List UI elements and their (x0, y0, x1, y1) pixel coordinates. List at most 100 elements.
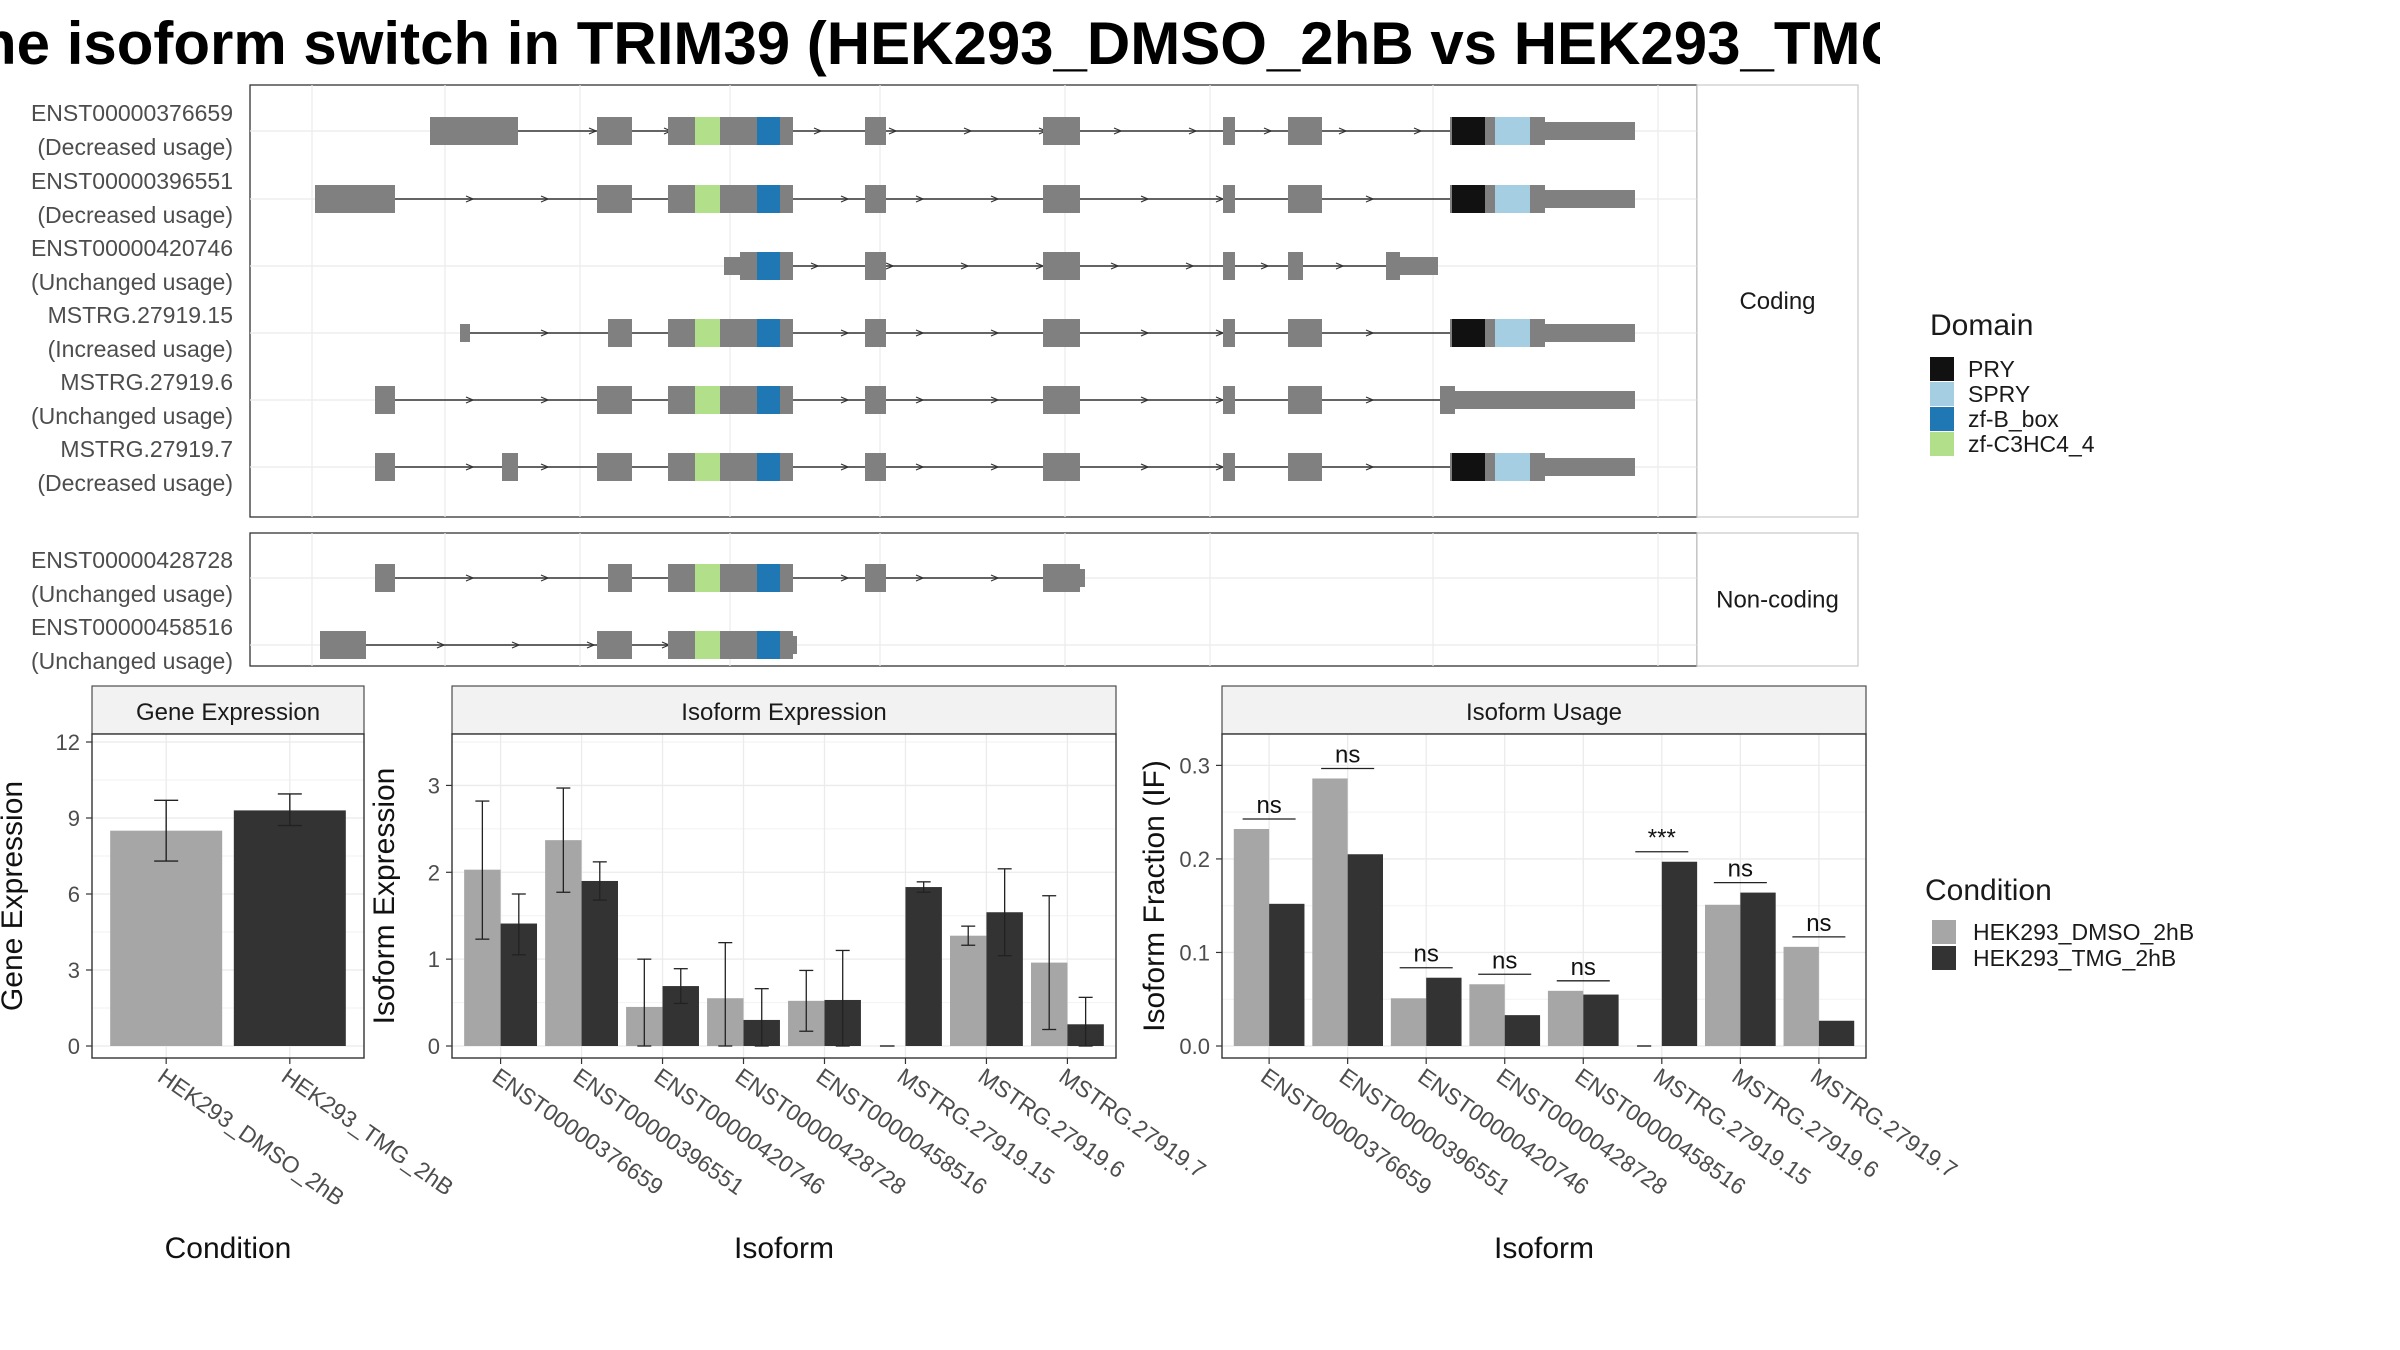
y-tick-label: 1 (428, 947, 440, 972)
exon (865, 252, 886, 280)
exon (1530, 319, 1545, 347)
exon (1530, 185, 1545, 213)
exon (1530, 117, 1545, 145)
exon (1223, 117, 1235, 145)
strand-arrow (963, 127, 973, 135)
transcript-usage-label: (Decreased usage) (37, 470, 233, 496)
domain-zf-c3hc4-4 (695, 631, 720, 659)
exon (720, 117, 757, 145)
exon (375, 453, 395, 481)
exon (1485, 185, 1495, 213)
facet-strip (1696, 532, 1859, 667)
strand-arrow (840, 329, 850, 337)
legend-key-zf-c3hc4-4 (1930, 432, 1954, 456)
y-tick-label: 0 (68, 1034, 80, 1059)
exon (865, 185, 886, 213)
exon (720, 386, 757, 414)
exon (1223, 386, 1235, 414)
strand-arrow (540, 396, 550, 404)
strand-arrow (540, 463, 550, 471)
exon (865, 386, 886, 414)
bar (1426, 977, 1462, 1046)
legend-key-spry (1930, 382, 1954, 406)
strand-arrow (465, 396, 475, 404)
exon (1080, 569, 1085, 587)
exon (1545, 324, 1635, 342)
significance-label: ns (1256, 792, 1281, 819)
strand-arrow (813, 127, 823, 135)
exon (597, 386, 632, 414)
exon (375, 386, 395, 414)
structure-panel-coding: Coding ENST00000376659 (Decreased usage) EN… (31, 84, 1859, 518)
domain-spry (1495, 117, 1530, 145)
strand-arrow (1263, 127, 1273, 135)
exon (1400, 257, 1438, 275)
y-tick-label: 0.3 (1179, 753, 1210, 778)
y-axis-title: Gene Expression (0, 781, 29, 1011)
strand-arrow (465, 195, 475, 203)
legend-label: zf-C3HC4_4 (1968, 431, 2095, 457)
transcript-id-label: MSTRG.27919.7 (60, 436, 233, 462)
bar (1269, 903, 1305, 1046)
significance-label: ns (1335, 741, 1360, 768)
exon (1530, 453, 1545, 481)
strand-arrow (915, 463, 925, 471)
exon (1545, 458, 1635, 476)
strand-arrow (1188, 127, 1198, 135)
panel-background (249, 84, 1698, 518)
transcript-usage-label: (Unchanged usage) (31, 269, 233, 295)
isoform-expression-chart: Isoform Expression0123ENST00000376659ENS… (368, 685, 1211, 1265)
exon (502, 453, 518, 481)
strand-arrow (465, 574, 475, 582)
exon (608, 319, 632, 347)
legend-label: HEK293_TMG_2hB (1973, 945, 2176, 971)
structure-panel-non-coding: Non-coding ENST00000428728 (Unchanged usag… (31, 532, 1859, 674)
x-axis-title: Isoform (1494, 1232, 1594, 1265)
strand-arrow (1113, 127, 1123, 135)
bar (233, 810, 346, 1046)
y-axis-title: Isoform Expression (368, 768, 401, 1025)
chart-title: Isoform Usage (1466, 699, 1622, 726)
strand-arrow (840, 195, 850, 203)
significance-label: *** (1648, 825, 1676, 852)
y-axis-title: Isoform Fraction (IF) (1138, 760, 1171, 1032)
bar (581, 880, 618, 1046)
exon (1386, 252, 1400, 280)
legend-label: PRY (1968, 356, 2015, 382)
x-axis-title: Condition (165, 1232, 292, 1265)
strand-arrow (1140, 329, 1150, 337)
domain-zf-b-box (757, 117, 780, 145)
panel-border (451, 733, 1117, 1059)
exon (375, 564, 395, 592)
strand-arrow (1110, 262, 1120, 270)
exon (724, 257, 740, 275)
facet-strip (1696, 84, 1859, 518)
domain-zf-b-box (757, 631, 780, 659)
legend-key-dmso (1932, 920, 1956, 944)
exon (1223, 453, 1235, 481)
strand-arrow (1365, 329, 1375, 337)
exon (668, 117, 695, 145)
strand-arrow (1140, 195, 1150, 203)
exon (608, 564, 632, 592)
legend-label: zf-B_box (1968, 406, 2059, 432)
significance-label: ns (1492, 947, 1517, 974)
domain-pry (1452, 117, 1485, 145)
exon (1440, 386, 1455, 414)
exon (1545, 122, 1635, 140)
strand-arrow (540, 195, 550, 203)
facet-strip-label: Non-coding (1716, 587, 1839, 614)
domain-pry (1452, 319, 1485, 347)
significance-label: ns (1571, 954, 1596, 981)
facet-strip-label: Coding (1739, 288, 1815, 315)
exon (320, 631, 366, 659)
domain-pry (1452, 185, 1485, 213)
legend-label: HEK293_DMSO_2hB (1973, 919, 2194, 945)
bar (1312, 778, 1348, 1046)
domain-zf-c3hc4-4 (695, 453, 720, 481)
exon (1485, 319, 1495, 347)
exon (1545, 190, 1635, 208)
strand-arrow (1140, 396, 1150, 404)
strand-arrow (840, 574, 850, 582)
